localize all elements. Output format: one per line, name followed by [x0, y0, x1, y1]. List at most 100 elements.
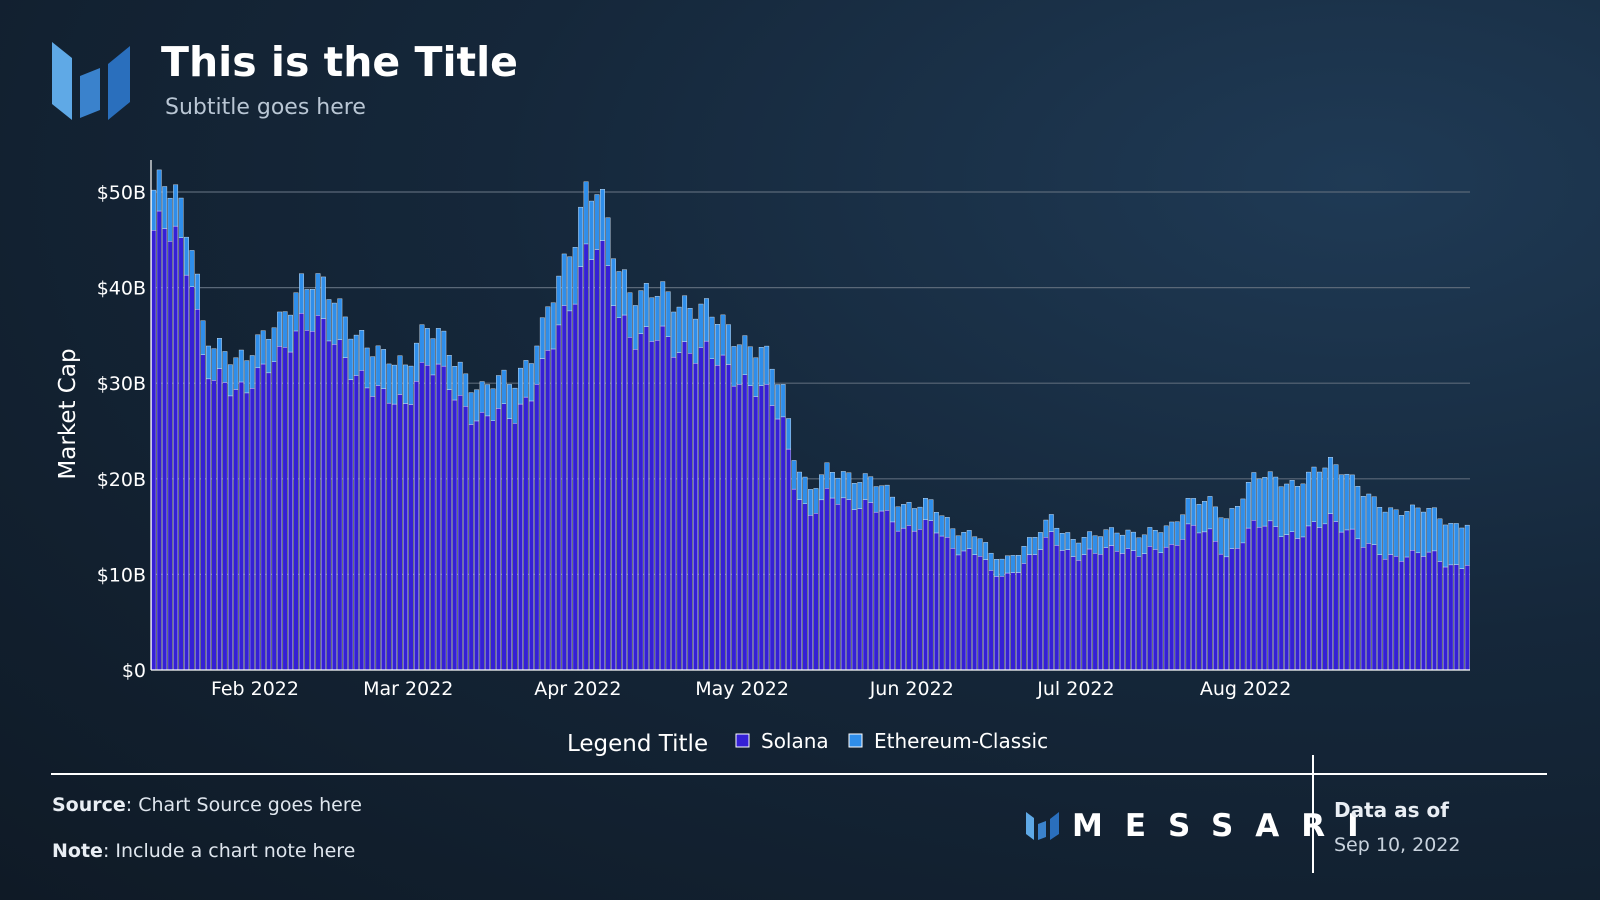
- footer-vertical-divider: [1312, 755, 1314, 873]
- bar-solana: [1098, 554, 1103, 671]
- bar-ethereum-classic: [266, 338, 272, 374]
- bar-ethereum-classic: [709, 316, 715, 359]
- bar-solana: [222, 382, 228, 671]
- bar-ethereum-classic: [1273, 476, 1279, 527]
- bar-solana: [1103, 547, 1109, 671]
- bar-ethereum-classic: [326, 299, 332, 342]
- bar-ethereum-classic: [988, 552, 994, 571]
- bar-ethereum-classic: [167, 197, 173, 242]
- bar-solana: [446, 389, 452, 671]
- bar-solana: [1426, 551, 1432, 671]
- bar-ethereum-classic: [1360, 496, 1366, 548]
- bar-ethereum-classic: [550, 302, 556, 350]
- bar-ethereum-classic: [1256, 478, 1262, 528]
- bar-solana: [1388, 554, 1394, 671]
- bar-ethereum-classic: [1005, 555, 1010, 574]
- bar-solana: [1382, 558, 1388, 671]
- bar-ethereum-classic: [408, 365, 414, 405]
- bar-solana: [1360, 547, 1366, 671]
- bar-solana: [1399, 561, 1404, 671]
- bar-ethereum-classic: [1377, 507, 1383, 555]
- bar-ethereum-classic: [1191, 498, 1197, 526]
- page-subtitle: Subtitle goes here: [165, 95, 366, 120]
- bar-solana: [928, 520, 934, 671]
- bar-ethereum-classic: [758, 347, 764, 386]
- bar-solana: [994, 576, 999, 671]
- bar-solana: [468, 424, 474, 671]
- bar-solana: [846, 499, 852, 671]
- bar-solana: [1202, 531, 1207, 671]
- bar-ethereum-classic: [424, 328, 430, 366]
- bar-ethereum-classic: [912, 508, 917, 532]
- bar-solana: [452, 399, 458, 671]
- bar-solana: [293, 330, 299, 671]
- bar-ethereum-classic: [375, 345, 381, 386]
- bar-solana: [1349, 528, 1355, 671]
- bar-solana: [381, 388, 387, 671]
- bar-ethereum-classic: [1295, 486, 1301, 539]
- bar-ethereum-classic: [463, 373, 469, 407]
- bar-solana: [260, 363, 266, 671]
- bar-solana: [441, 365, 447, 671]
- bar-ethereum-classic: [890, 496, 896, 523]
- note-label: Note: [52, 840, 103, 862]
- bar-ethereum-classic: [589, 200, 594, 260]
- bar-solana: [1087, 548, 1093, 671]
- legend-label-solana: Solana: [761, 729, 829, 753]
- bar-ethereum-classic: [1152, 530, 1158, 550]
- bar-ethereum-classic: [490, 388, 496, 421]
- bar-ethereum-classic: [342, 316, 348, 358]
- bar-ethereum-classic: [271, 327, 277, 362]
- bar-solana: [320, 318, 326, 671]
- bar-solana: [178, 237, 184, 671]
- bar-ethereum-classic: [282, 311, 288, 348]
- x-tick-label: Mar 2022: [363, 678, 453, 700]
- bar-solana: [589, 259, 594, 671]
- bar-ethereum-classic: [600, 189, 605, 241]
- y-tick-label: $30B: [97, 373, 146, 395]
- bar-ethereum-classic: [1141, 534, 1147, 554]
- y-tick-label: $20B: [97, 469, 146, 491]
- bar-ethereum-classic: [1399, 515, 1404, 562]
- bar-ethereum-classic: [184, 236, 189, 276]
- bar-solana: [1229, 548, 1235, 671]
- bar-solana: [758, 385, 764, 671]
- bar-ethereum-classic: [1453, 523, 1459, 565]
- bar-ethereum-classic: [977, 538, 983, 557]
- bar-solana: [1421, 556, 1426, 671]
- bar-ethereum-classic: [676, 306, 682, 353]
- bar-solana: [709, 358, 715, 671]
- bar-solana: [1152, 549, 1158, 671]
- bar-ethereum-classic: [1130, 531, 1136, 551]
- axes: [150, 160, 1470, 671]
- bar-solana: [1317, 527, 1322, 671]
- bar-ethereum-classic: [331, 302, 337, 345]
- bar-solana: [704, 340, 709, 671]
- bar-ethereum-classic: [452, 366, 458, 401]
- bar-solana: [1141, 553, 1147, 671]
- y-tick-label: $10B: [97, 564, 146, 586]
- bar-ethereum-classic: [824, 462, 830, 489]
- bar-ethereum-classic: [868, 476, 874, 503]
- bar-solana: [676, 352, 682, 671]
- bar-solana: [643, 326, 649, 671]
- bar-solana: [840, 497, 846, 671]
- bar-solana: [1016, 572, 1021, 671]
- bar-solana: [364, 387, 370, 671]
- bar-ethereum-classic: [1054, 527, 1060, 546]
- bar-solana: [955, 554, 961, 671]
- bar-solana: [851, 509, 857, 671]
- bar-solana: [189, 286, 195, 671]
- y-tick-label: $40B: [97, 278, 146, 300]
- bar-solana: [950, 547, 956, 671]
- bar-solana: [1048, 531, 1054, 671]
- bar-ethereum-classic: [567, 256, 573, 312]
- bar-ethereum-classic: [1448, 523, 1454, 566]
- bar-ethereum-classic: [545, 306, 551, 351]
- bar-solana: [583, 243, 589, 671]
- bar-ethereum-classic: [715, 324, 720, 366]
- bar-ethereum-classic: [1371, 496, 1377, 545]
- bar-ethereum-classic: [1278, 486, 1284, 537]
- bar-solana: [414, 381, 419, 671]
- bar-ethereum-classic: [1059, 533, 1065, 551]
